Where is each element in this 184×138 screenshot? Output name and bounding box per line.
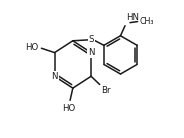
Text: HO: HO	[25, 43, 38, 52]
Text: N: N	[88, 48, 94, 57]
Text: CH₃: CH₃	[139, 17, 154, 26]
Text: HN: HN	[126, 13, 139, 22]
Text: N: N	[51, 72, 58, 81]
Text: S: S	[88, 35, 94, 44]
Text: HO: HO	[62, 104, 75, 113]
Text: Br: Br	[101, 86, 111, 95]
